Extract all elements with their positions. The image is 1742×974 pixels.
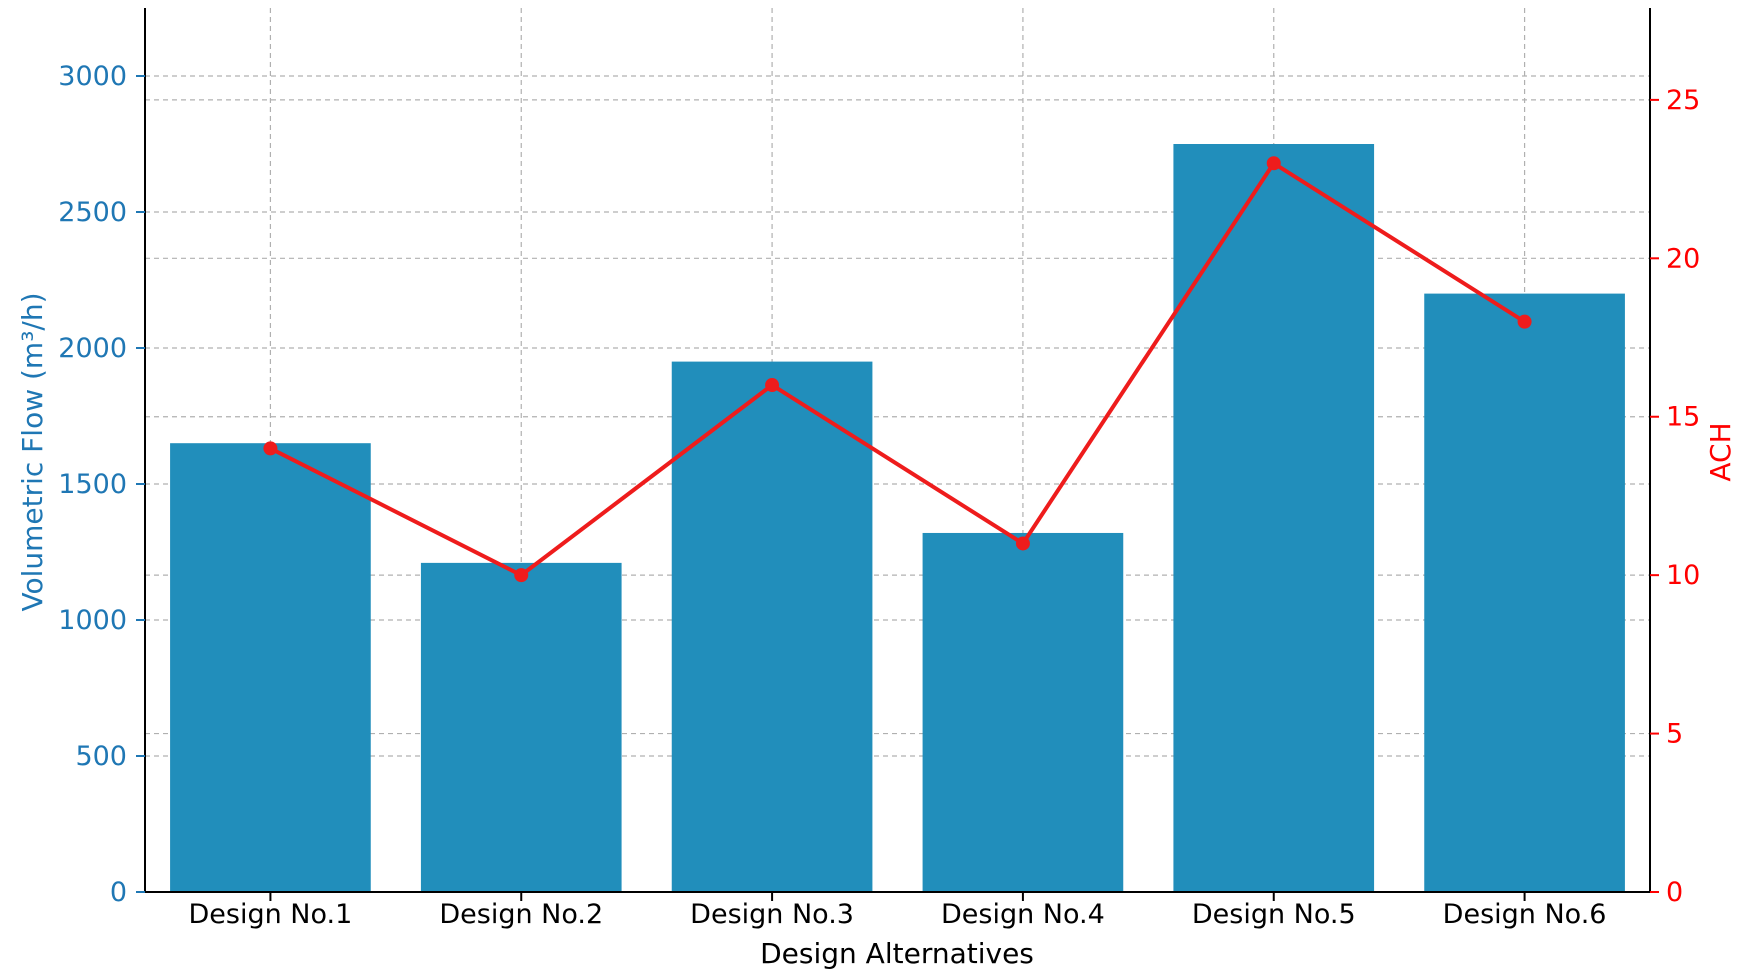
axes — [136, 8, 1659, 901]
bar — [170, 443, 371, 892]
bar — [1173, 144, 1375, 892]
grid-lines — [145, 8, 1650, 892]
x-axis-label: Design Alternatives — [760, 937, 1034, 970]
left-tick-label: 3000 — [58, 61, 127, 92]
right-tick-label: 0 — [1666, 877, 1683, 908]
bar — [671, 361, 873, 893]
right-tick-label: 10 — [1666, 560, 1700, 591]
x-tick-label: Design No.6 — [1443, 899, 1607, 930]
bar — [420, 562, 622, 892]
x-tick-label: Design No.3 — [690, 899, 854, 930]
line-series — [263, 156, 1532, 583]
tick-labels: 0 500 1000 1500 2000 2500 3000 0 5 10 15 20 25 Design… — [58, 61, 1700, 930]
bar — [1424, 293, 1625, 893]
ach-point — [1517, 314, 1532, 329]
ach-point — [765, 378, 780, 393]
right-tick-label: 15 — [1666, 402, 1700, 433]
right-tick-label: 20 — [1666, 243, 1700, 274]
left-tick-label: 2500 — [58, 197, 127, 228]
ach-line — [269, 161, 1526, 578]
left-tick-label: 2000 — [58, 333, 127, 364]
x-tick-label: Design No.1 — [189, 899, 353, 930]
x-tick-label: Design No.4 — [941, 899, 1105, 930]
left-tick-label: 0 — [110, 877, 127, 908]
right-tick-label: 25 — [1666, 85, 1700, 116]
right-axis-label: ACH — [1704, 422, 1737, 481]
ach-point — [1015, 536, 1030, 551]
bar — [922, 532, 1124, 892]
ach-point — [514, 568, 529, 583]
left-tick-label: 1000 — [58, 605, 127, 636]
x-tick-label: Design No.5 — [1192, 899, 1356, 930]
left-axis-label: Volumetric Flow (m³/h) — [16, 292, 49, 611]
right-tick-label: 5 — [1666, 719, 1683, 750]
left-tick-label: 1500 — [58, 469, 127, 500]
ach-point — [263, 441, 278, 456]
left-tick-label: 500 — [75, 741, 127, 772]
ach-point — [1266, 156, 1281, 171]
x-tick-label: Design No.2 — [439, 899, 603, 930]
bar-series — [170, 144, 1625, 893]
